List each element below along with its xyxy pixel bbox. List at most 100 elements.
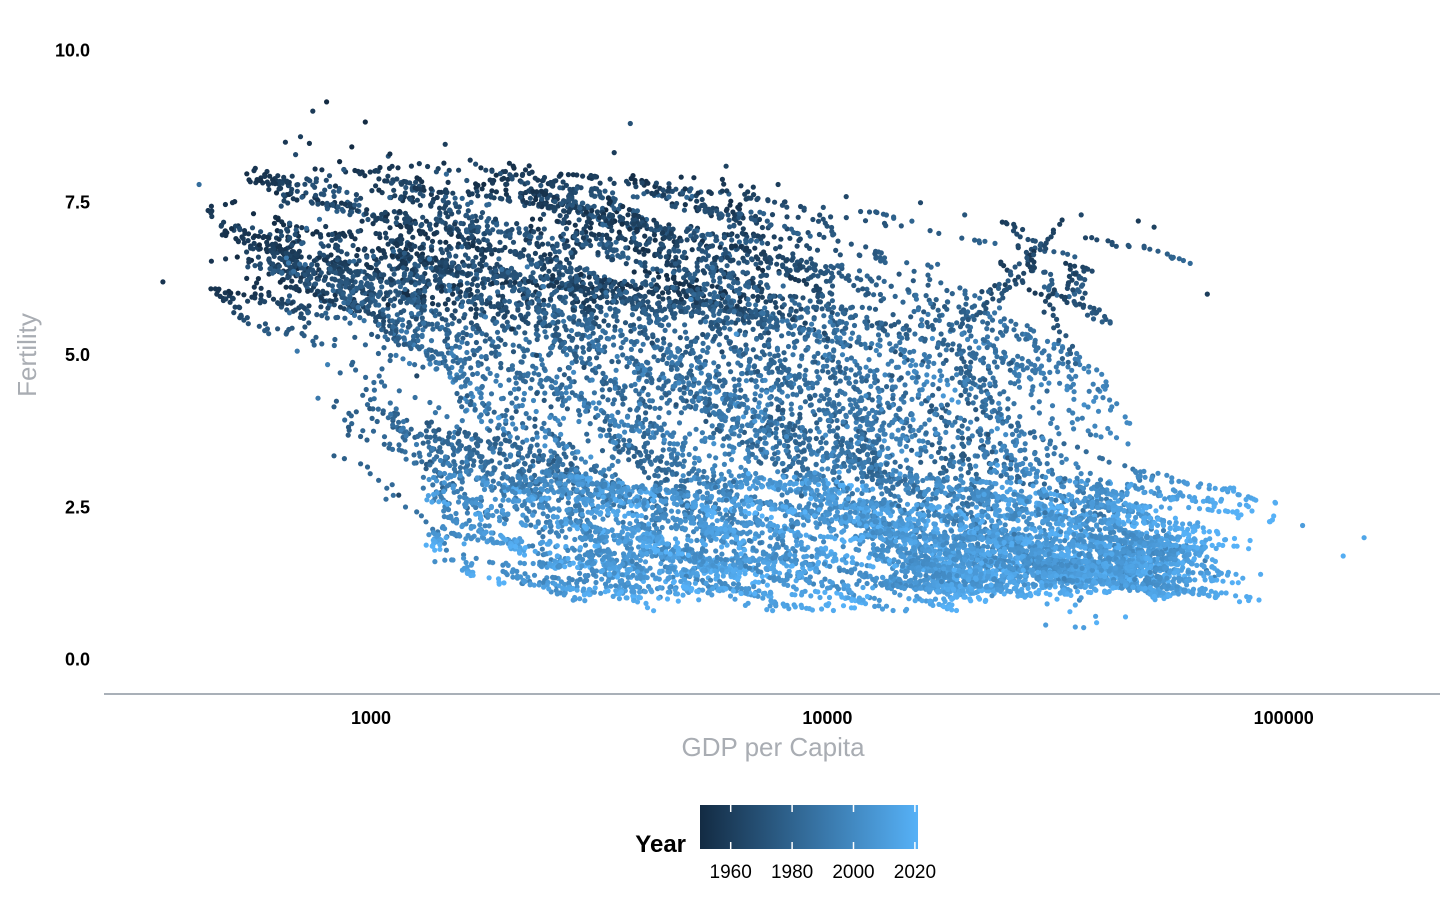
data-point bbox=[528, 385, 534, 391]
data-point bbox=[219, 232, 225, 238]
data-point bbox=[443, 239, 449, 245]
data-point bbox=[672, 261, 679, 267]
data-point bbox=[674, 243, 680, 249]
data-point bbox=[454, 424, 460, 430]
data-point bbox=[863, 364, 869, 370]
data-point bbox=[420, 440, 426, 446]
data-point bbox=[1054, 425, 1060, 431]
data-point bbox=[423, 519, 429, 525]
data-point bbox=[405, 218, 411, 224]
data-point bbox=[382, 230, 389, 236]
data-point bbox=[557, 185, 563, 191]
data-point bbox=[538, 182, 544, 189]
data-point bbox=[1122, 414, 1128, 420]
data-point bbox=[244, 249, 250, 255]
data-point bbox=[940, 393, 946, 399]
data-point bbox=[417, 453, 423, 459]
data-point bbox=[781, 350, 787, 356]
data-point bbox=[700, 310, 706, 316]
data-point bbox=[987, 314, 993, 320]
data-point bbox=[699, 248, 705, 254]
data-point bbox=[747, 238, 754, 244]
data-point bbox=[216, 286, 222, 292]
data-point bbox=[513, 395, 519, 401]
data-point bbox=[417, 202, 423, 208]
data-point bbox=[664, 285, 670, 291]
data-point bbox=[426, 223, 432, 229]
data-point bbox=[373, 261, 379, 268]
data-point bbox=[971, 316, 977, 323]
data-point bbox=[304, 277, 310, 283]
data-point bbox=[484, 223, 490, 229]
data-point bbox=[877, 337, 883, 343]
data-point bbox=[754, 238, 760, 244]
data-point bbox=[266, 181, 272, 188]
data-point bbox=[687, 390, 694, 396]
data-point bbox=[755, 297, 761, 303]
data-point bbox=[891, 215, 897, 221]
data-point bbox=[443, 547, 449, 553]
data-point bbox=[761, 211, 767, 217]
data-point bbox=[545, 241, 551, 247]
data-point bbox=[504, 181, 510, 187]
data-point bbox=[779, 492, 785, 498]
data-point bbox=[624, 220, 630, 226]
data-point bbox=[759, 224, 766, 231]
data-point bbox=[385, 241, 391, 247]
data-point bbox=[364, 464, 371, 470]
data-point bbox=[566, 197, 572, 203]
data-point bbox=[681, 384, 687, 390]
data-point bbox=[615, 409, 621, 415]
data-point bbox=[382, 209, 388, 215]
data-point bbox=[846, 380, 853, 386]
data-point bbox=[728, 473, 734, 479]
data-point bbox=[865, 290, 872, 297]
data-point bbox=[319, 341, 325, 347]
data-point bbox=[530, 200, 536, 206]
data-point bbox=[584, 266, 590, 272]
data-point bbox=[727, 326, 733, 332]
data-point bbox=[709, 423, 715, 429]
data-point bbox=[265, 242, 271, 248]
data-point bbox=[607, 176, 613, 182]
data-point bbox=[802, 320, 808, 326]
data-point bbox=[740, 226, 746, 232]
data-point bbox=[728, 369, 734, 375]
data-point bbox=[1113, 435, 1120, 441]
data-point bbox=[595, 250, 601, 256]
data-point bbox=[949, 347, 955, 353]
data-point bbox=[778, 236, 784, 242]
data-point bbox=[965, 456, 972, 462]
data-point bbox=[1048, 420, 1054, 426]
data-point bbox=[908, 362, 914, 369]
data-point bbox=[763, 299, 769, 305]
data-point bbox=[532, 175, 538, 181]
data-point bbox=[323, 177, 329, 183]
data-point bbox=[488, 247, 494, 253]
data-point bbox=[615, 390, 621, 396]
data-point bbox=[275, 326, 281, 332]
data-point bbox=[645, 248, 651, 254]
data-point bbox=[672, 204, 678, 210]
data-point bbox=[611, 180, 617, 186]
data-point bbox=[586, 346, 592, 352]
data-point bbox=[625, 212, 631, 218]
data-point bbox=[530, 458, 536, 464]
data-point bbox=[625, 255, 631, 261]
data-point bbox=[358, 433, 364, 440]
data-point bbox=[458, 282, 464, 288]
data-point bbox=[703, 301, 709, 308]
data-point bbox=[756, 216, 763, 223]
data-point bbox=[241, 240, 247, 246]
data-point bbox=[869, 341, 875, 347]
data-point bbox=[610, 190, 616, 196]
data-point bbox=[783, 272, 789, 278]
data-point bbox=[700, 232, 706, 238]
data-point bbox=[609, 228, 615, 234]
data-point bbox=[765, 198, 771, 204]
data-point bbox=[938, 455, 945, 461]
data-point bbox=[982, 377, 988, 383]
data-point bbox=[509, 400, 515, 406]
data-point bbox=[809, 321, 815, 327]
